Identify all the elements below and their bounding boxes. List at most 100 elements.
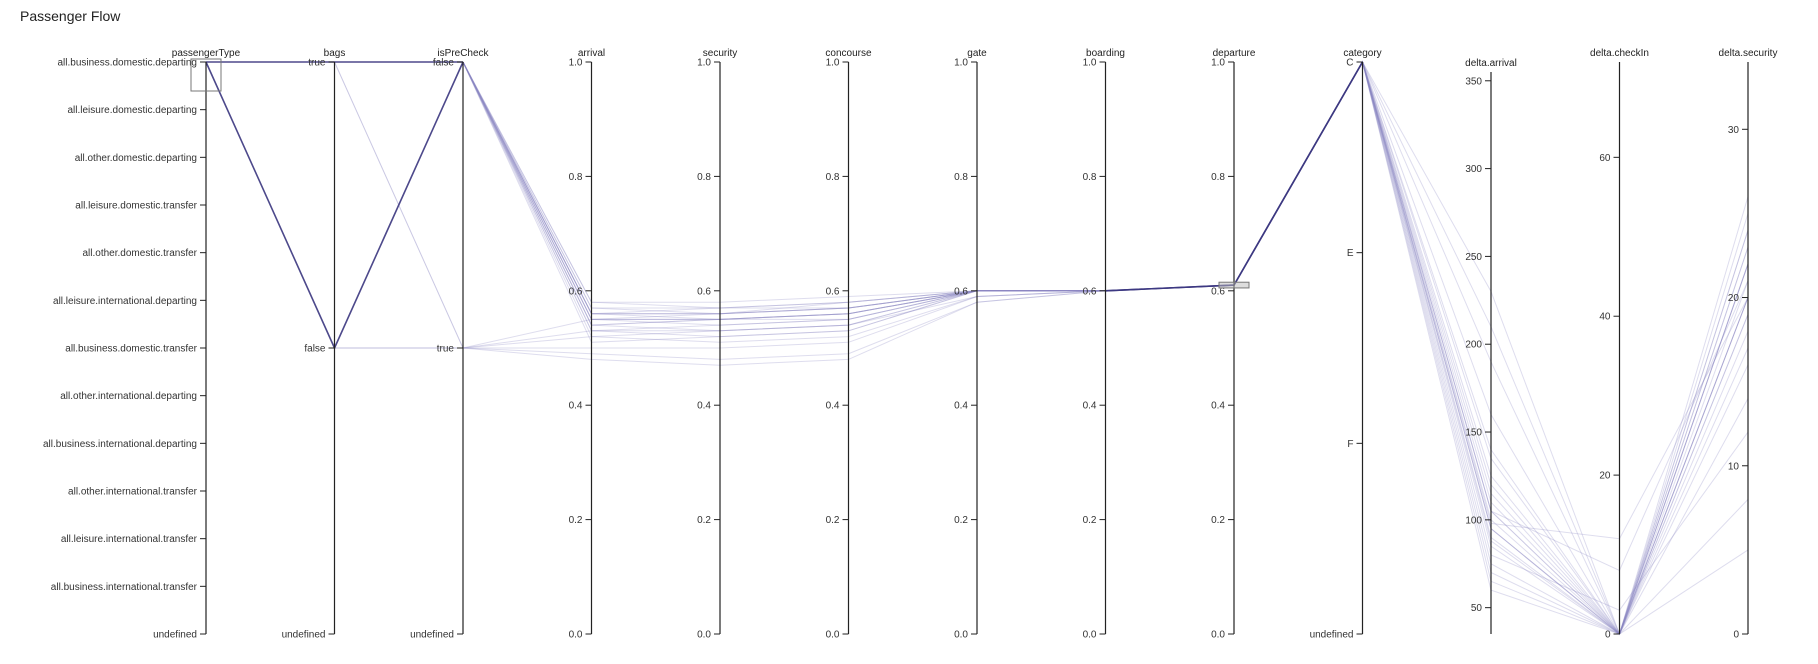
axis-title-delta-checkin[interactable]: delta.checkIn <box>1590 48 1649 59</box>
tick-label: 0.6 <box>1211 286 1225 297</box>
tick-label: 100 <box>1465 515 1482 526</box>
tick-label: all.other.international.departing <box>60 391 197 402</box>
tick-label: 1.0 <box>954 58 968 69</box>
tick-label: false <box>304 344 326 355</box>
tick-label: undefined <box>282 630 326 641</box>
tick-label: 1.0 <box>1083 58 1097 69</box>
tick-label: all.business.domestic.departing <box>57 58 197 69</box>
tick-label: 1.0 <box>569 58 583 69</box>
tick-label: 0.0 <box>697 630 711 641</box>
tick-label: 60 <box>1599 153 1611 164</box>
axis-title-departure[interactable]: departure <box>1213 48 1256 59</box>
tick-label: 0.2 <box>569 515 583 526</box>
tick-label: all.business.international.transfer <box>51 582 198 593</box>
tick-label: 0.8 <box>826 172 840 183</box>
tick-label: 350 <box>1465 76 1482 87</box>
tick-label: E <box>1347 248 1354 259</box>
tick-label: all.other.domestic.transfer <box>83 248 198 259</box>
axis-title-concourse[interactable]: concourse <box>825 48 872 59</box>
axis-title-boarding[interactable]: boarding <box>1086 48 1125 59</box>
background-lines <box>334 60 1749 636</box>
axis-title-delta-arrival[interactable]: delta.arrival <box>1465 58 1517 69</box>
axis-delta-arrival[interactable]: delta.arrival 350 300 250 200 150 100 50 <box>1465 58 1517 634</box>
tick-label: 0.6 <box>826 286 840 297</box>
tick-label: true <box>308 58 326 69</box>
tick-label: 0 <box>1605 630 1611 641</box>
tick-label: 0 <box>1733 630 1739 641</box>
axis-passengertype[interactable]: passengerTypeall.business.domestic.depar… <box>43 48 241 641</box>
tick-label: 300 <box>1465 164 1482 175</box>
axis-title-bags[interactable]: bags <box>324 48 346 59</box>
tick-label: all.leisure.domestic.transfer <box>75 201 197 212</box>
tick-label: 20 <box>1599 471 1611 482</box>
tick-label: 0.4 <box>1211 401 1225 412</box>
tick-label: 0.4 <box>826 401 840 412</box>
axis-title-arrival[interactable]: arrival <box>578 48 605 59</box>
tick-label: 0.0 <box>569 630 583 641</box>
tick-label: 0.4 <box>697 401 711 412</box>
tick-label: 0.2 <box>1083 515 1097 526</box>
axis-title-isprecheck[interactable]: isPreCheck <box>437 48 489 59</box>
chart-title: Passenger Flow <box>20 8 121 24</box>
tick-label: 0.8 <box>569 172 583 183</box>
tick-label: true <box>437 344 455 355</box>
axis-brush[interactable] <box>190 58 222 92</box>
tick-label: 150 <box>1465 428 1482 439</box>
tick-label: all.leisure.domestic.departing <box>67 105 197 116</box>
tick-label: 250 <box>1465 252 1482 263</box>
tick-label: F <box>1347 439 1353 450</box>
tick-label: false <box>433 58 455 69</box>
tick-label: 20 <box>1728 293 1740 304</box>
tick-label: undefined <box>153 630 197 641</box>
tick-label: 0.4 <box>1083 401 1097 412</box>
tick-label: undefined <box>410 630 454 641</box>
tick-label: undefined <box>1310 630 1354 641</box>
tick-label: 0.2 <box>954 515 968 526</box>
tick-label: 1.0 <box>826 58 840 69</box>
tick-label: 0.2 <box>826 515 840 526</box>
axis-title-category[interactable]: category <box>1343 48 1381 59</box>
tick-label: 0.8 <box>1083 172 1097 183</box>
tick-label: all.other.international.transfer <box>68 487 198 498</box>
tick-label: 10 <box>1728 461 1740 472</box>
axis-title-security[interactable]: security <box>703 48 737 59</box>
tick-label: 0.0 <box>1083 630 1097 641</box>
axis-title-delta-security[interactable]: delta.security <box>1719 48 1778 59</box>
tick-label: all.leisure.international.transfer <box>61 534 198 545</box>
tick-label: all.business.domestic.transfer <box>65 344 197 355</box>
tick-label: 0.8 <box>697 172 711 183</box>
tick-label: 0.0 <box>1211 630 1225 641</box>
tick-label: 0.4 <box>569 401 583 412</box>
tick-label: 0.8 <box>1211 172 1225 183</box>
tick-label: all.business.international.departing <box>43 439 197 450</box>
tick-label: 200 <box>1465 340 1482 351</box>
axis-delta-checkin[interactable]: delta.checkIn 60 40 20 0 <box>1590 48 1649 641</box>
tick-label: all.leisure.international.departing <box>53 296 197 307</box>
axis-title-passengertype[interactable]: passengerType <box>172 48 241 59</box>
tick-label: 0.6 <box>569 286 583 297</box>
tick-label: 0.6 <box>697 286 711 297</box>
tick-label: 40 <box>1599 312 1611 323</box>
tick-label: 0.2 <box>697 515 711 526</box>
tick-label: 0.8 <box>954 172 968 183</box>
axis-brush[interactable] <box>1218 281 1250 289</box>
tick-label: 0.4 <box>954 401 968 412</box>
tick-label: 0.2 <box>1211 515 1225 526</box>
axis-title-gate[interactable]: gate <box>967 48 987 59</box>
axes: passengerTypeall.business.domestic.depar… <box>43 48 1777 641</box>
tick-label: 0.0 <box>826 630 840 641</box>
tick-label: 0.0 <box>954 630 968 641</box>
tick-label: C <box>1346 58 1353 69</box>
axis-delta-security[interactable]: delta.security 30 20 10 0 <box>1719 48 1778 641</box>
tick-label: 0.6 <box>1083 286 1097 297</box>
